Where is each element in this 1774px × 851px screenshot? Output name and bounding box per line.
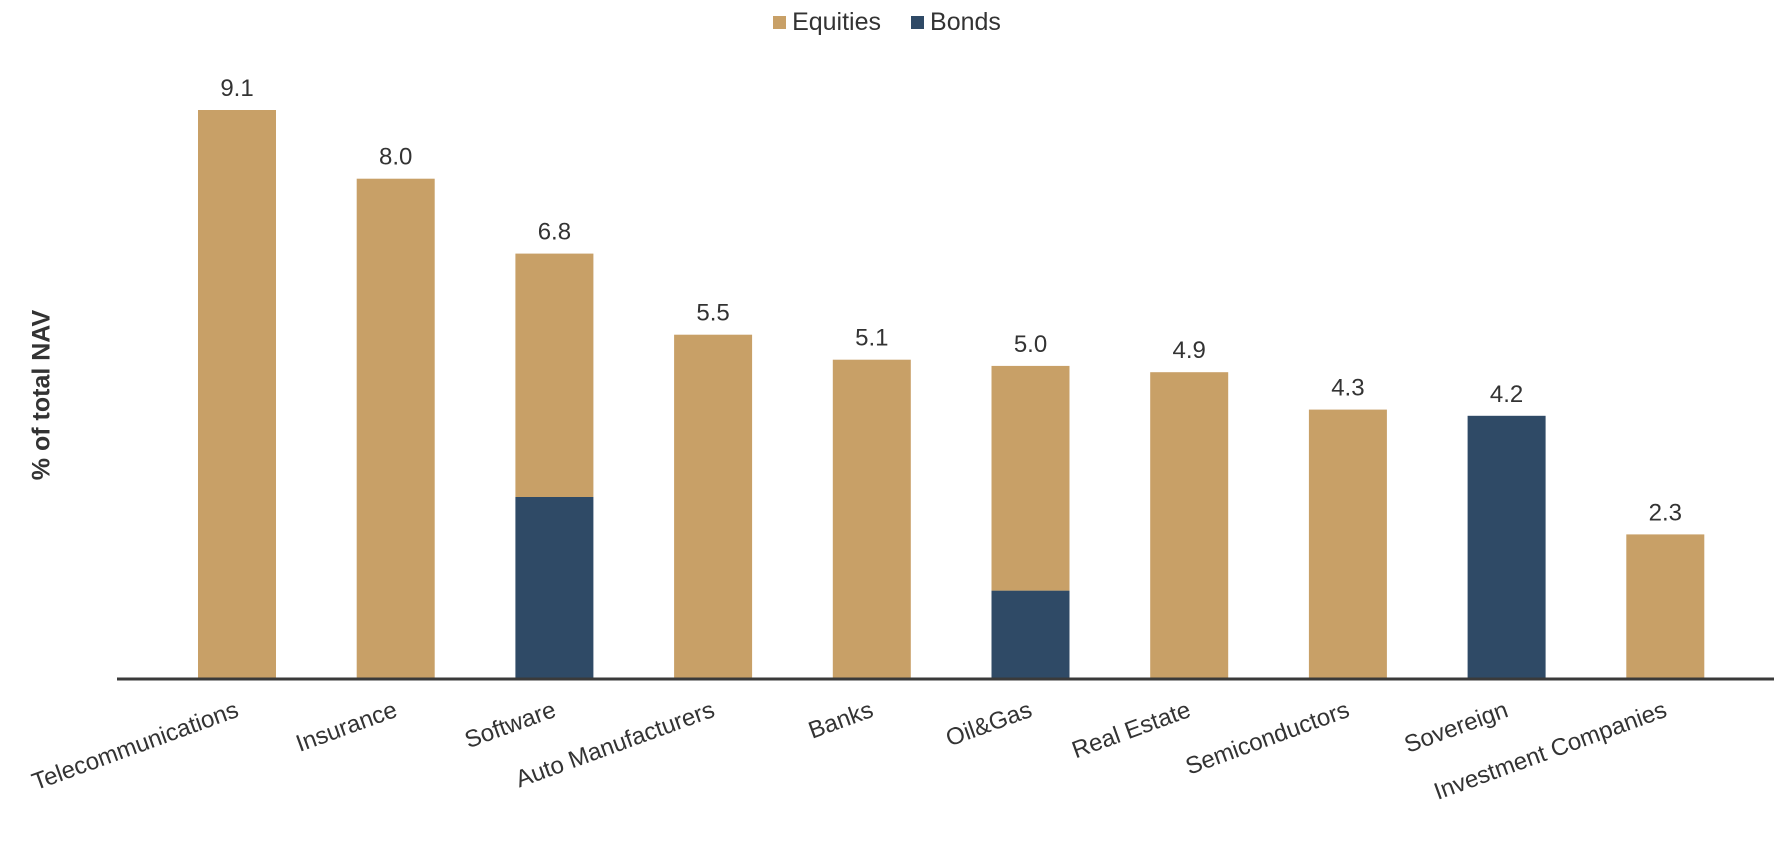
x-tick-label-oil-gas: Oil&Gas <box>942 696 1035 752</box>
bar-equities-semiconductors[interactable] <box>1308 409 1387 678</box>
data-label-software: 6.8 <box>538 219 571 246</box>
data-label-sovereign: 4.2 <box>1490 381 1523 408</box>
data-label-real-estate: 4.9 <box>1173 337 1206 364</box>
data-label-investment-companies: 2.3 <box>1649 499 1682 526</box>
bar-equities-banks[interactable] <box>832 359 911 678</box>
bar-bonds-software[interactable] <box>515 497 594 678</box>
data-label-auto-manufacturers: 5.5 <box>696 300 729 327</box>
bar-equities-auto-manufacturers[interactable] <box>674 334 753 678</box>
x-tick-label-real-estate: Real Estate <box>1068 696 1194 764</box>
bar-equities-software[interactable] <box>515 253 594 497</box>
bar-bonds-oil-gas[interactable] <box>991 590 1070 678</box>
x-tick-label-banks: Banks <box>805 696 877 744</box>
data-label-banks: 5.1 <box>855 325 888 352</box>
bar-equities-oil-gas[interactable] <box>991 365 1070 591</box>
legend-swatch-equities <box>773 16 787 29</box>
x-tick-label-software: Software <box>461 696 559 754</box>
legend: Equities Bonds <box>0 8 1774 37</box>
legend-item-equities[interactable]: Equities <box>773 8 881 37</box>
bar-equities-real-estate[interactable] <box>1150 372 1229 678</box>
x-tick-label-telecommunications: Telecommunications <box>28 696 242 796</box>
bar-equities-telecommunications[interactable] <box>198 110 276 678</box>
bar-equities-investment-companies[interactable] <box>1626 534 1705 678</box>
x-tick-label-insurance: Insurance <box>292 696 400 757</box>
bar-bonds-sovereign[interactable] <box>1467 415 1546 678</box>
data-label-oil-gas: 5.0 <box>1014 331 1047 358</box>
bar-equities-insurance[interactable] <box>356 178 435 678</box>
legend-swatch-bonds <box>911 16 925 29</box>
legend-item-bonds[interactable]: Bonds <box>911 8 1001 37</box>
x-tick-label-semiconductors: Semiconductors <box>1182 696 1353 780</box>
data-label-insurance: 8.0 <box>379 144 412 171</box>
x-tick-label-sovereign: Sovereign <box>1401 696 1512 758</box>
legend-label-equities: Equities <box>792 8 882 36</box>
data-label-semiconductors: 4.3 <box>1331 375 1364 402</box>
data-label-telecommunications: 9.1 <box>220 75 253 102</box>
legend-label-bonds: Bonds <box>930 8 1001 36</box>
